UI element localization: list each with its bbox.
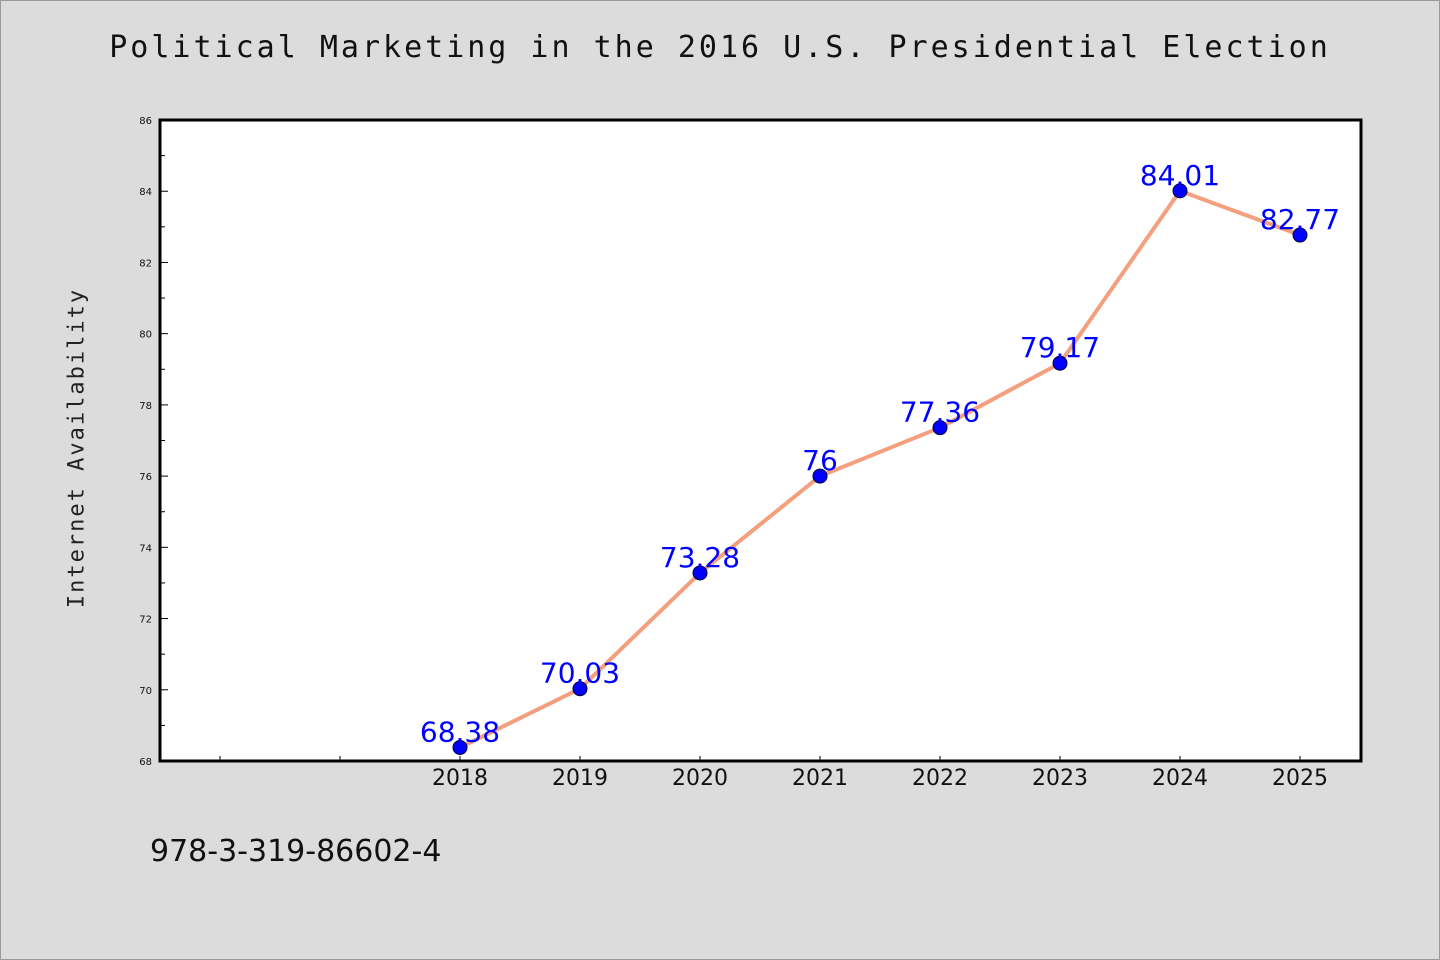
data-label: 70.03 xyxy=(540,657,620,690)
data-point xyxy=(932,420,948,436)
y-tick-label: 76 xyxy=(139,472,152,483)
data-label: 79.17 xyxy=(1020,331,1100,364)
data-point xyxy=(692,565,708,581)
y-tick-label: 68 xyxy=(139,757,152,768)
data-label: 84.01 xyxy=(1140,159,1220,192)
y-tick-label: 78 xyxy=(139,401,152,412)
chart-title: Political Marketing in the 2016 U.S. Pre… xyxy=(109,30,1331,65)
y-tick-label: 70 xyxy=(139,686,152,697)
x-tick-label: 2022 xyxy=(912,766,968,791)
data-labels-group: 68.38 70.03 73.28 76 77.36 79.17 84.01 82.77 xyxy=(420,159,1340,749)
plot-area xyxy=(158,118,1363,763)
data-point xyxy=(1052,355,1068,371)
y-tick-label: 82 xyxy=(139,258,152,269)
x-tick-label: 2025 xyxy=(1272,766,1328,791)
series-markers-group xyxy=(452,183,1308,755)
x-tick-label: 2019 xyxy=(552,766,608,791)
data-label: 73.28 xyxy=(660,541,740,574)
data-point xyxy=(1172,183,1188,199)
y-tick-label: 84 xyxy=(139,187,152,198)
data-label: 82.77 xyxy=(1260,203,1340,236)
y-axis: 68 70 72 74 76 78 80 82 84 86 xyxy=(139,116,168,768)
x-tick-label: 2020 xyxy=(672,766,728,791)
data-label: 77.36 xyxy=(900,396,980,429)
x-tick-label: 2024 xyxy=(1152,766,1208,791)
y-tick-label: 74 xyxy=(139,543,152,554)
y-tick-label: 72 xyxy=(139,615,152,626)
series-line xyxy=(458,188,1302,750)
x-tick-label: 2023 xyxy=(1032,766,1088,791)
y-tick-label: 80 xyxy=(139,330,152,341)
y-tick-label: 86 xyxy=(139,116,152,127)
data-point xyxy=(1292,227,1308,243)
x-axis: 2018 2019 2020 2021 2022 2023 2024 2025 xyxy=(219,756,1328,791)
data-point xyxy=(452,739,468,755)
data-label: 68.38 xyxy=(420,715,500,748)
x-tick-label: 2021 xyxy=(792,766,848,791)
data-point xyxy=(572,681,588,697)
series-line-group xyxy=(458,188,1302,750)
footer-code: 978-3-319-86602-4 xyxy=(150,834,442,869)
data-point xyxy=(812,468,828,484)
x-tick-label: 2018 xyxy=(432,766,488,791)
data-label: 76 xyxy=(802,444,838,477)
